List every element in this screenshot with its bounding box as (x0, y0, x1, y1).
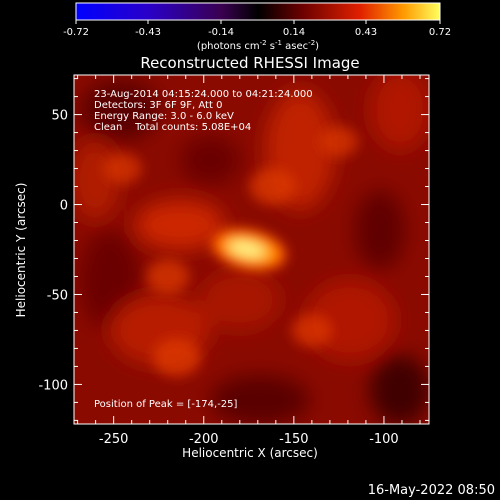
y-tick-label: 50 (51, 109, 68, 124)
annotation-clean-counts: Clean Total counts: 5.08E+04 (94, 122, 251, 133)
annotation-peak-position: Position of Peak = [-174,-25] (94, 399, 238, 410)
colorbar-ticks (75, 20, 441, 24)
x-tick-label: -150 (279, 432, 309, 447)
source-layer (103, 126, 359, 377)
emission-source (249, 168, 296, 205)
emission-source (146, 259, 190, 294)
peak-source (211, 228, 287, 271)
x-axis-label: Heliocentric X (arcsec) (182, 446, 318, 460)
colorbar-tick-label: 0.43 (355, 27, 377, 38)
y-tick-label: 0 (60, 199, 68, 214)
x-tick-label: -250 (99, 432, 129, 447)
x-tick-label: -100 (369, 432, 399, 447)
colorbar-tick-label: -0.43 (135, 27, 161, 38)
chart-title: Reconstructed RHESSI Image (140, 54, 359, 72)
colorbar-tick-label: -0.14 (208, 27, 234, 38)
y-tick-label: -50 (47, 288, 68, 303)
x-tick-label: -200 (189, 432, 219, 447)
emission-source (152, 338, 201, 377)
colorbar-tick-label: 0.72 (429, 27, 451, 38)
colorbar-tick-label: -0.72 (63, 27, 89, 38)
colorbar (75, 2, 441, 21)
date-stamp: 16-May-2022 08:50 (368, 483, 495, 498)
plot-frame (73, 74, 430, 425)
y-axis-label: Heliocentric Y (arcsec) (14, 183, 28, 318)
annotation-detectors: Detectors: 3F 6F 9F, Att 0 (94, 100, 222, 111)
emission-source (291, 314, 333, 347)
colorbar-unit-label: (photons cm-2 s-1 asec-2) (197, 39, 319, 52)
colorbar-tick-label: 0.14 (283, 27, 305, 38)
emission-source (103, 153, 142, 184)
annotation-energy-range: Energy Range: 3.0 - 6.0 keV (94, 111, 234, 122)
emission-source (319, 126, 359, 157)
y-tick-label: -100 (38, 378, 68, 393)
annotation-time-range: 23-Aug-2014 04:15:24.000 to 04:21:24.000 (94, 89, 313, 100)
